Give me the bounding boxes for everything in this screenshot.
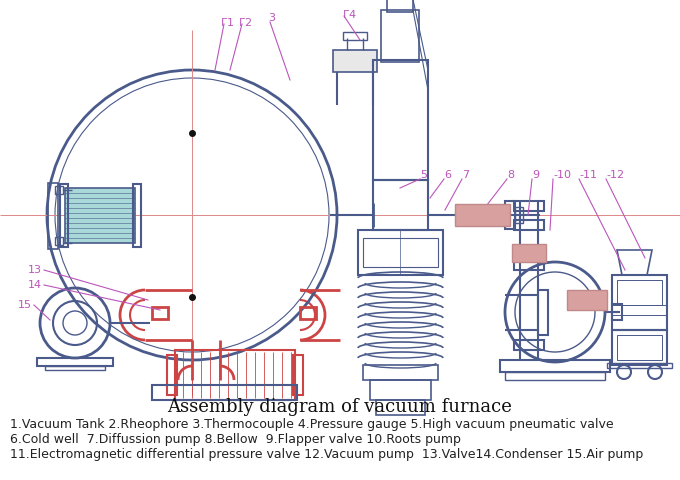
- Text: 9: 9: [532, 170, 539, 180]
- Bar: [343, 32, 367, 40]
- Text: 6.Cold well  7.Diffussion pump 8.Bellow  9.Flapper valve 10.Roots pump: 6.Cold well 7.Diffussion pump 8.Bellow 9…: [10, 433, 461, 446]
- Bar: [500, 360, 610, 372]
- Bar: [617, 280, 662, 305]
- Text: 1.Vacuum Tank 2.Rheophore 3.Thermocouple 4.Pressure gauge 5.High vacuum pneumati: 1.Vacuum Tank 2.Rheophore 3.Thermocouple…: [10, 418, 613, 431]
- Bar: [538, 290, 548, 335]
- Bar: [300, 307, 316, 319]
- Bar: [607, 363, 672, 368]
- Bar: [505, 372, 605, 380]
- Bar: [133, 184, 141, 247]
- Bar: [373, 60, 428, 180]
- Bar: [612, 275, 667, 330]
- Bar: [515, 207, 523, 223]
- Text: -12: -12: [606, 170, 624, 180]
- Bar: [55, 186, 63, 194]
- Bar: [175, 350, 295, 400]
- Bar: [514, 201, 544, 211]
- Text: -10: -10: [553, 170, 571, 180]
- Text: 6: 6: [444, 170, 451, 180]
- Bar: [363, 238, 438, 267]
- Bar: [387, 0, 413, 12]
- Bar: [65, 188, 135, 243]
- Bar: [152, 385, 297, 400]
- Text: 15: 15: [18, 300, 32, 310]
- Text: -11: -11: [579, 170, 597, 180]
- Bar: [55, 237, 63, 245]
- Bar: [333, 50, 377, 72]
- Bar: [152, 307, 168, 319]
- Bar: [293, 355, 303, 395]
- Bar: [381, 10, 419, 62]
- Text: 7: 7: [462, 170, 469, 180]
- Text: 3: 3: [268, 13, 275, 23]
- Text: 14: 14: [28, 280, 42, 290]
- Bar: [612, 304, 622, 320]
- Bar: [358, 230, 443, 275]
- Bar: [617, 335, 662, 360]
- Bar: [48, 183, 58, 249]
- Text: $\Gamma$1: $\Gamma$1: [220, 16, 234, 28]
- Bar: [514, 220, 544, 230]
- Text: $\Gamma$4: $\Gamma$4: [342, 8, 357, 20]
- Bar: [512, 244, 546, 262]
- Bar: [37, 358, 113, 366]
- Text: 5: 5: [420, 170, 427, 180]
- Bar: [60, 184, 68, 247]
- Bar: [167, 355, 177, 395]
- Bar: [376, 400, 425, 415]
- Text: 13: 13: [28, 265, 42, 275]
- Text: Assembly diagram of vacuum furnace: Assembly diagram of vacuum furnace: [167, 398, 513, 416]
- Text: $\Gamma$2: $\Gamma$2: [238, 16, 252, 28]
- Text: 8: 8: [507, 170, 514, 180]
- Bar: [370, 380, 431, 400]
- Bar: [514, 260, 544, 270]
- Bar: [567, 290, 607, 310]
- Bar: [363, 365, 438, 380]
- Text: 11.Electromagnetic differential pressure valve 12.Vacuum pump  13.Valve14.Conden: 11.Electromagnetic differential pressure…: [10, 448, 643, 461]
- Bar: [514, 340, 544, 350]
- Bar: [612, 330, 667, 365]
- Bar: [455, 204, 510, 226]
- Bar: [45, 366, 105, 370]
- Bar: [373, 180, 428, 230]
- Bar: [505, 201, 515, 229]
